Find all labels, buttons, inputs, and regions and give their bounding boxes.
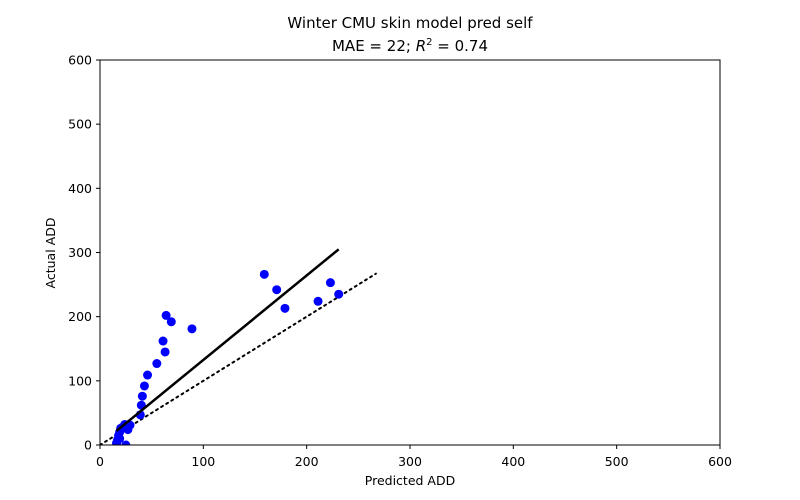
data-point — [152, 359, 162, 369]
data-point — [187, 324, 197, 334]
chart-title: Winter CMU skin model pred self — [287, 14, 533, 32]
y-tick-label: 500 — [68, 117, 92, 132]
subtitle-r-value: = 0.74 — [433, 37, 489, 55]
x-tick-label: 300 — [398, 454, 422, 469]
x-tick-label: 100 — [191, 454, 215, 469]
data-point — [158, 336, 168, 346]
y-tick-label: 100 — [68, 373, 92, 388]
data-point — [137, 391, 147, 401]
axis-ticks: 0 100 200 300 400 500 600 0 100 200 300 400 500 600 — [68, 53, 732, 470]
data-marks — [100, 248, 377, 445]
y-tick-label: 0 — [84, 438, 92, 453]
plot-area — [99, 59, 721, 446]
data-point — [272, 285, 282, 295]
x-tick-label: 500 — [605, 454, 629, 469]
identity-line — [100, 272, 377, 445]
y-tick-label: 300 — [68, 245, 92, 260]
data-point — [280, 303, 290, 313]
data-point — [160, 347, 170, 357]
fit-line — [115, 248, 340, 432]
data-point — [313, 296, 323, 306]
data-point — [115, 434, 125, 444]
subtitle-r-exponent: 2 — [426, 37, 432, 48]
data-point — [166, 317, 176, 327]
data-point — [161, 310, 171, 320]
x-axis-label: Predicted ADD — [365, 473, 455, 488]
data-point — [325, 278, 335, 288]
data-point — [139, 381, 149, 391]
data-point — [259, 269, 269, 279]
x-tick-label: 600 — [708, 454, 732, 469]
data-point — [143, 370, 153, 380]
subtitle-r-symbol: R — [416, 37, 426, 55]
y-tick-label: 200 — [68, 309, 92, 324]
x-tick-label: 0 — [96, 454, 104, 469]
data-point — [334, 289, 344, 299]
y-tick-label: 600 — [68, 53, 92, 68]
y-tick-label: 400 — [68, 181, 92, 196]
chart-subtitle: MAE = 22; R2 = 0.74 — [332, 37, 488, 55]
subtitle-mae: MAE = 22; — [332, 37, 416, 55]
x-tick-label: 400 — [501, 454, 525, 469]
data-point — [121, 440, 131, 445]
x-tick-label: 200 — [295, 454, 319, 469]
y-axis-label: Actual ADD — [43, 218, 58, 289]
